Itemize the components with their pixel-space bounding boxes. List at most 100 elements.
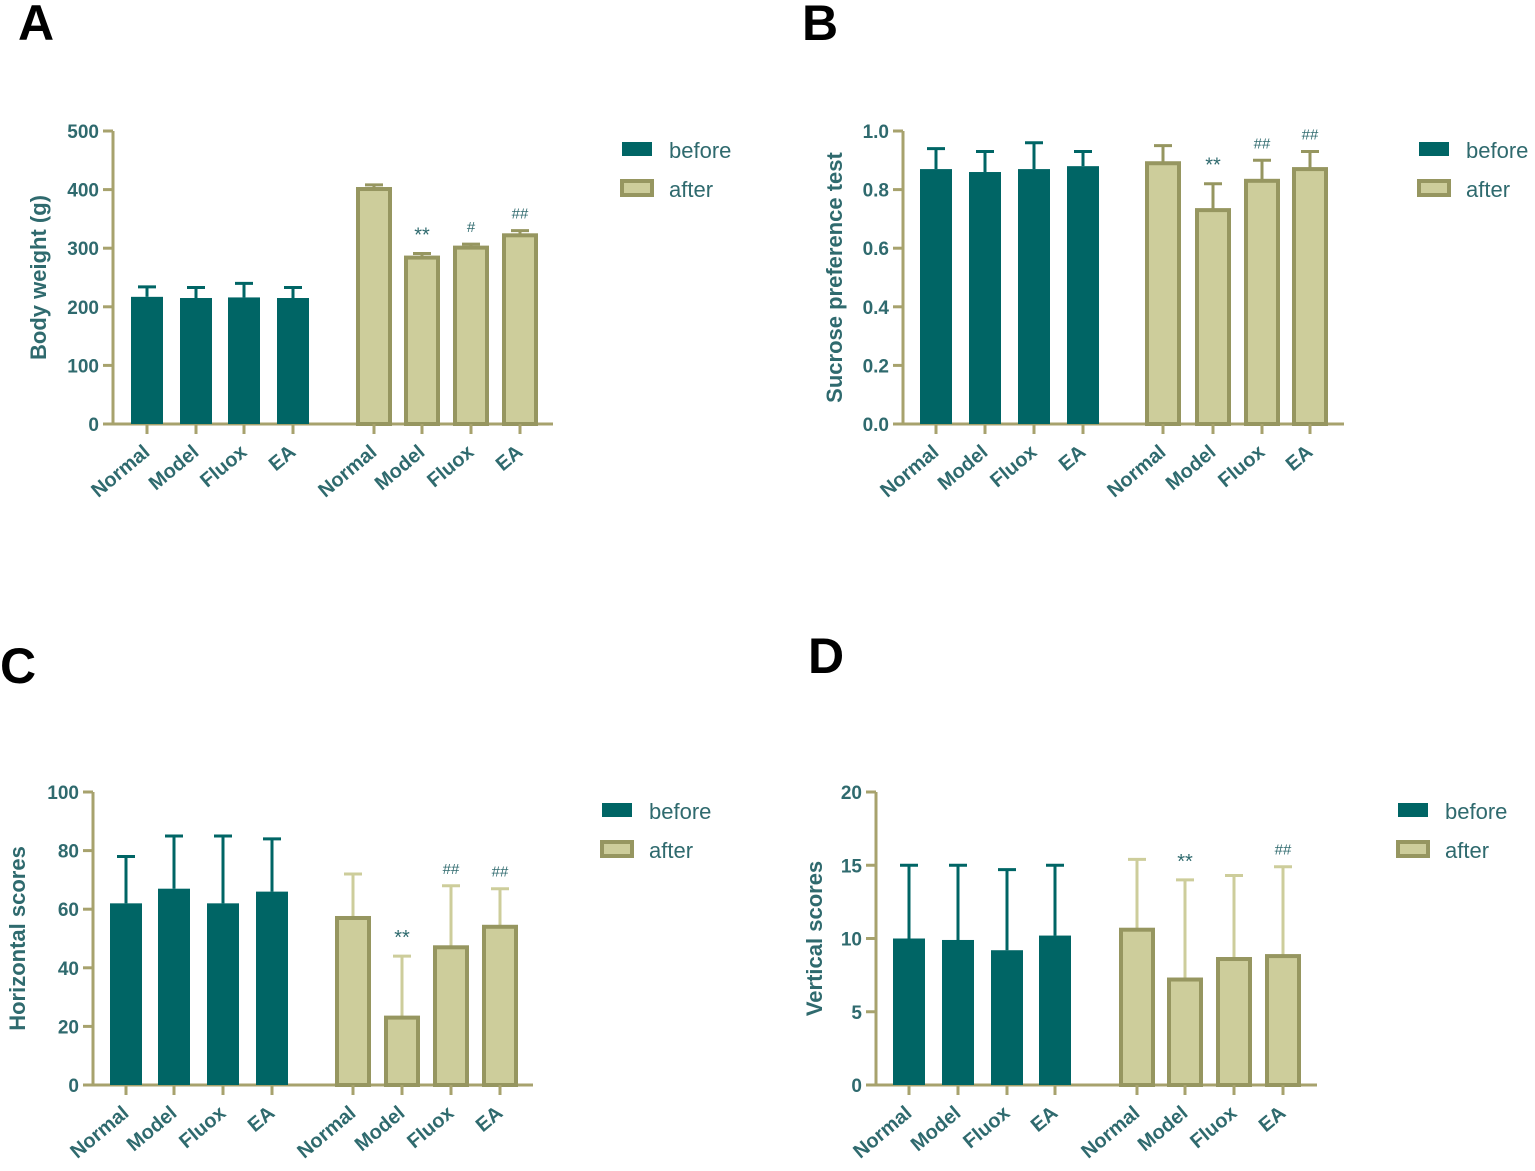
y-tick-label: 100 — [47, 783, 79, 804]
x-tick-label: Fluox — [175, 1102, 230, 1153]
x-tick-label: EA — [472, 1102, 507, 1137]
legend-swatch-before — [1398, 803, 1428, 817]
x-tick-label: Fluox — [403, 1102, 458, 1153]
x-tick-label: Model — [1162, 441, 1220, 495]
y-tick-label: 80 — [58, 842, 79, 863]
x-tick-label: EA — [1027, 1102, 1062, 1137]
y-tick-label: 20 — [841, 783, 862, 804]
bar-after-model — [404, 255, 440, 426]
y-tick-label: 0.8 — [863, 181, 889, 202]
bar-after-model — [1167, 977, 1203, 1088]
x-tick-label: EA — [1055, 441, 1090, 476]
bar-after-normal — [1145, 161, 1181, 426]
legend-label-before: before — [1445, 799, 1507, 824]
bar-after-normal — [356, 187, 392, 426]
bar-after-fluox — [1216, 957, 1252, 1088]
y-tick-label: 20 — [58, 1017, 79, 1038]
bar-before-model — [942, 939, 974, 1085]
y-tick-label: 0 — [88, 415, 99, 436]
x-tick-label: EA — [1282, 441, 1317, 476]
x-tick-label: Model — [1134, 1102, 1192, 1156]
x-tick-label: Normal — [849, 1102, 916, 1163]
bar-after-normal — [335, 915, 371, 1087]
significance-annotation: ## — [1254, 135, 1271, 152]
y-tick-label: 0.2 — [863, 356, 889, 377]
bar-before-model — [158, 888, 190, 1085]
bar-after-model — [384, 1015, 420, 1087]
legend-swatch-before — [1419, 142, 1449, 156]
x-tick-label: Model — [351, 1102, 409, 1156]
y-tick-label: 200 — [67, 298, 99, 319]
legend-swatch-after — [620, 179, 654, 197]
y-tick-label: 0.4 — [863, 298, 890, 319]
legend-swatch-before — [622, 142, 652, 156]
panel-label: A — [18, 0, 54, 51]
bar-before-normal — [920, 169, 952, 424]
x-tick-label: Fluox — [1186, 1102, 1241, 1153]
x-tick-label: Normal — [66, 1102, 133, 1163]
bar-before-fluox — [228, 297, 260, 424]
significance-annotation: ** — [414, 224, 430, 246]
bar-before-normal — [110, 903, 142, 1085]
bar-after-fluox — [1244, 178, 1280, 426]
bar-before-fluox — [991, 950, 1023, 1085]
bar-before-ea — [277, 298, 309, 424]
x-tick-label: EA — [244, 1102, 279, 1137]
bar-after-ea — [1292, 167, 1328, 426]
bar-before-model — [180, 298, 212, 424]
significance-annotation: ** — [1177, 851, 1193, 873]
y-tick-label: 1.0 — [863, 122, 889, 143]
y-axis-title: Horizontal scores — [5, 846, 30, 1031]
x-tick-label: Normal — [314, 441, 381, 502]
bar-before-fluox — [1018, 169, 1050, 424]
panel-label: B — [802, 0, 838, 51]
bar-after-fluox — [433, 945, 469, 1087]
x-tick-label: Model — [145, 441, 203, 495]
panel-label: D — [808, 628, 844, 684]
y-tick-label: 300 — [67, 239, 99, 260]
y-tick-label: 40 — [58, 959, 79, 980]
x-tick-label: Fluox — [1214, 441, 1269, 492]
x-tick-label: Normal — [1103, 441, 1170, 502]
y-tick-label: 100 — [67, 356, 99, 377]
x-tick-label: Fluox — [423, 441, 478, 492]
bar-after-fluox — [453, 245, 489, 426]
y-tick-label: 10 — [841, 930, 862, 951]
bar-after-model — [1195, 208, 1231, 426]
x-tick-label: Normal — [87, 441, 154, 502]
panel-label: C — [0, 638, 36, 694]
x-tick-label: EA — [492, 441, 527, 476]
x-tick-label: EA — [265, 441, 300, 476]
legend-swatch-after — [1417, 179, 1451, 197]
bar-before-ea — [256, 891, 288, 1085]
legend-label-after: after — [1466, 177, 1510, 202]
bar-after-normal — [1119, 927, 1155, 1088]
y-axis-title: Vertical scores — [802, 861, 827, 1016]
panel-b: B 0.0 0.2 0.4 0.6 0.8 1.0 Sucrose preference te… — [802, 0, 1528, 502]
x-tick-label: Fluox — [986, 441, 1041, 492]
x-tick-label: EA — [1255, 1102, 1290, 1137]
x-tick-label: Model — [123, 1102, 181, 1156]
legend-swatch-before — [602, 803, 632, 817]
significance-annotation: ## — [1275, 842, 1292, 859]
x-tick-label: Model — [934, 441, 992, 495]
significance-annotation: ## — [1302, 127, 1319, 144]
x-tick-label: Normal — [293, 1102, 360, 1163]
significance-annotation: ** — [394, 927, 410, 949]
y-tick-label: 0.0 — [863, 415, 889, 436]
y-axis-title: Body weight (g) — [26, 195, 51, 360]
legend-label-before: before — [649, 799, 711, 824]
bar-before-model — [969, 172, 1001, 424]
bar-before-fluox — [207, 903, 239, 1085]
y-tick-label: 60 — [58, 900, 79, 921]
x-tick-label: Fluox — [196, 441, 251, 492]
y-axis-title: Sucrose preference test — [822, 151, 847, 402]
legend-label-after: after — [649, 838, 693, 863]
bar-before-ea — [1067, 166, 1099, 424]
y-tick-label: 0 — [851, 1076, 862, 1097]
significance-annotation: ** — [1205, 155, 1221, 177]
